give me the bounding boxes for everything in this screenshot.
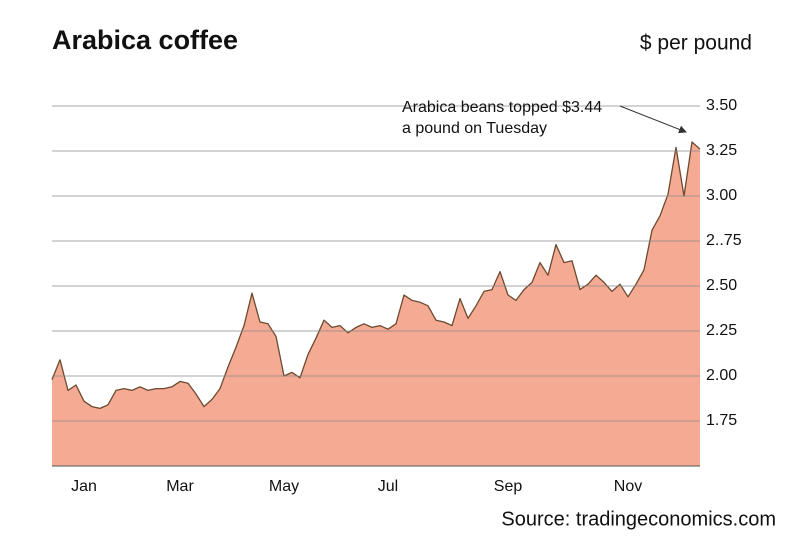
y-tick-label: 1.75: [706, 412, 737, 429]
area: [52, 142, 700, 466]
y-tick-label: 3.25: [706, 142, 737, 159]
y-tick-label: 3.50: [706, 97, 737, 114]
y-tick-label: 2.50: [706, 277, 737, 294]
y-tick-label: 2.25: [706, 322, 737, 339]
source: Source: tradingeconomics.com: [501, 508, 776, 530]
y-tick-label: 3.00: [706, 187, 737, 204]
x-tick-label: Mar: [166, 478, 194, 495]
annotation: Arabica beans topped $3.44: [402, 99, 602, 116]
annotation: a pound on Tuesday: [402, 120, 547, 137]
x-tick-label: Jan: [71, 478, 97, 495]
x-tick-label: Sep: [494, 478, 523, 495]
plot-area: 1.75 2.00 2.25 2.50 2..75 3.00 3.25 3.50 Jan Mar M…: [51, 97, 742, 495]
y-tick-label: 2.00: [706, 367, 737, 384]
annotation-arrow: [619, 105, 687, 134]
x-tick-label: May: [269, 478, 299, 495]
chart-title: Arabica coffee: [52, 25, 238, 55]
y-tick-label: 2..75: [706, 232, 742, 249]
unit-label: $ per pound: [640, 32, 752, 55]
x-tick-label: Jul: [378, 478, 398, 495]
x-tick-label: Nov: [614, 478, 642, 495]
line: [51, 141, 701, 410]
